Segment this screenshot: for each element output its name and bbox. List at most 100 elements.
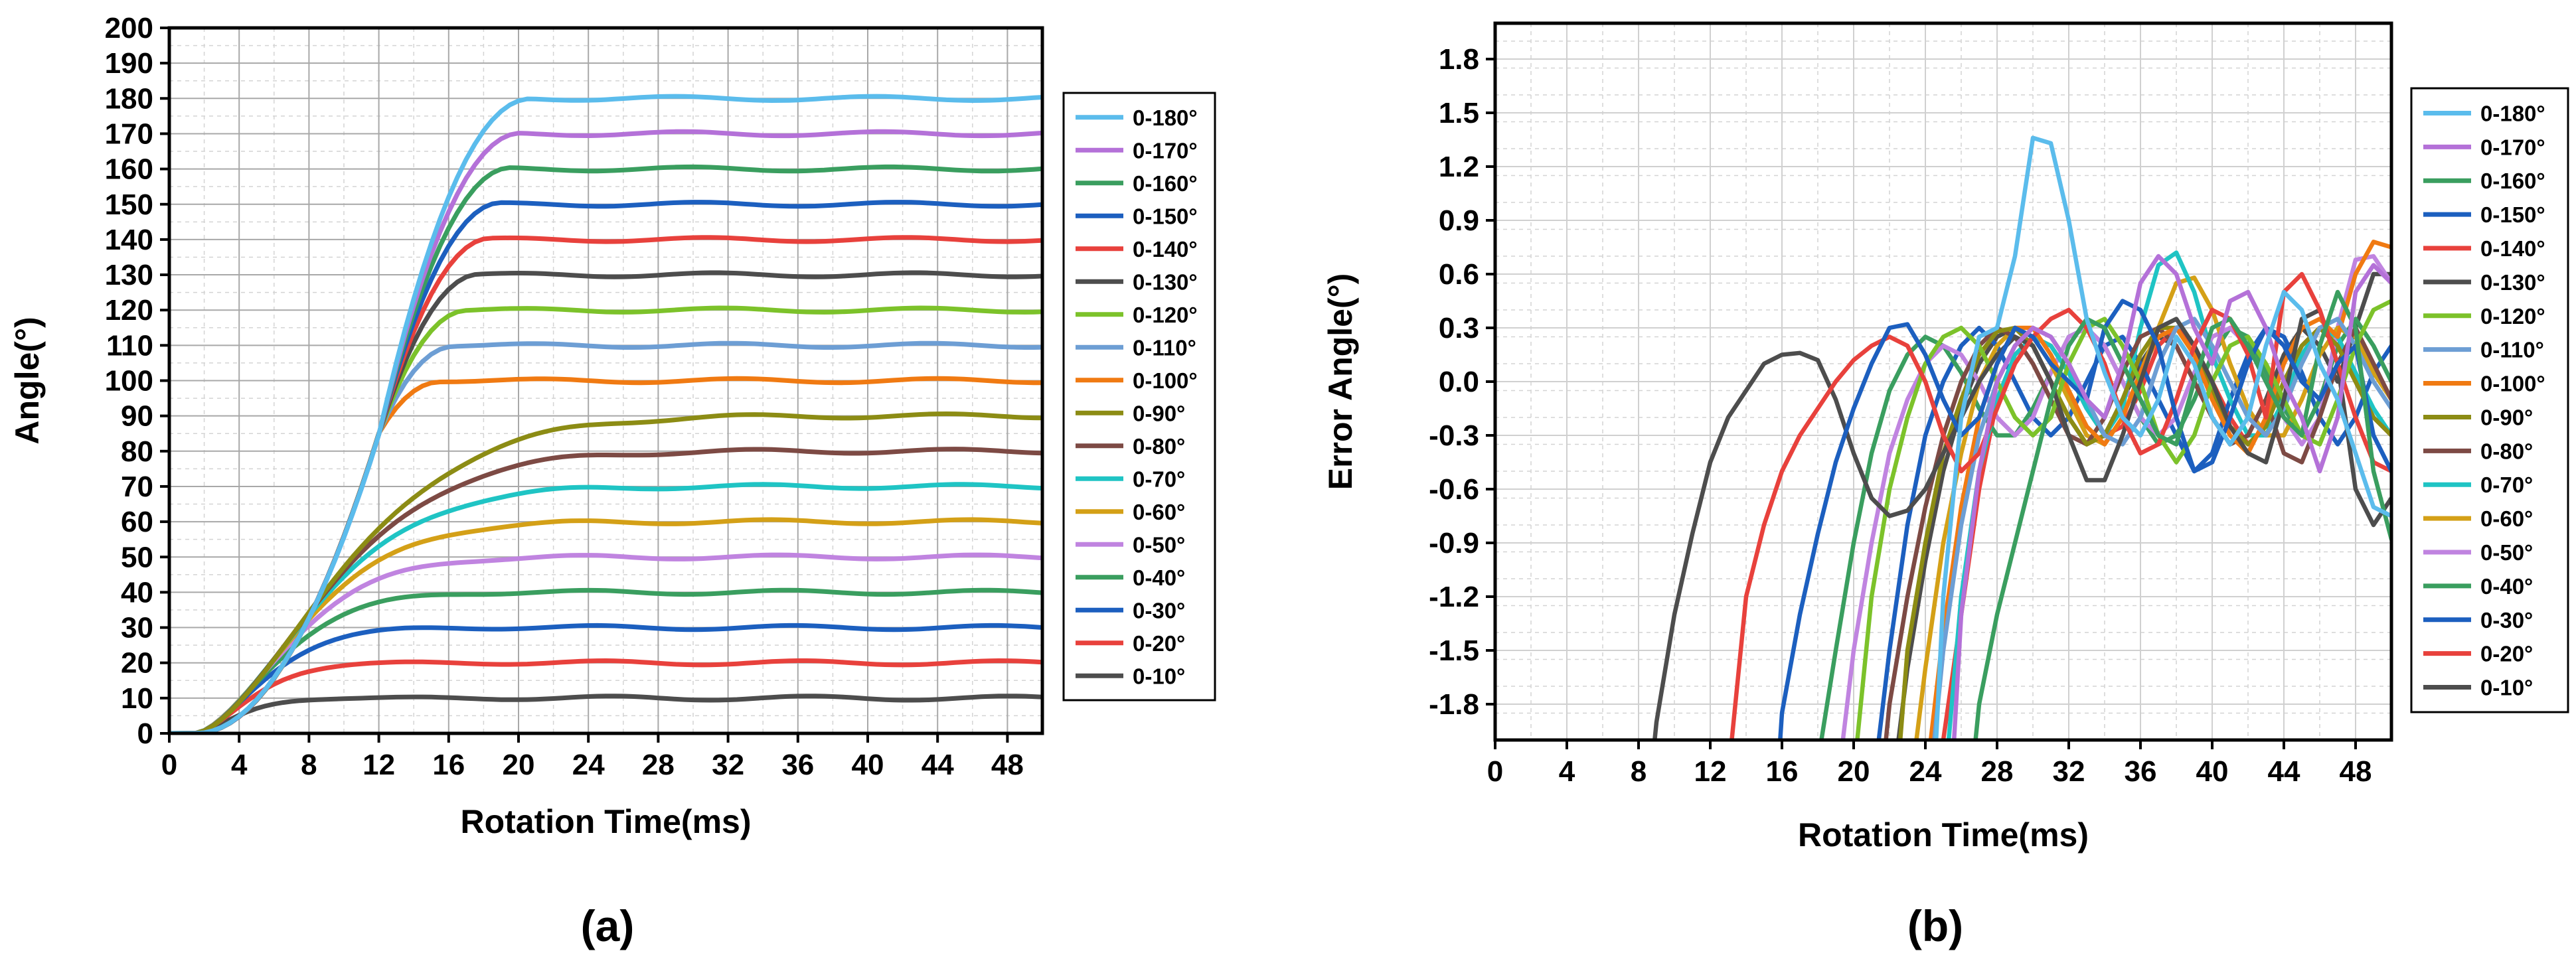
x-tick-label: 12 xyxy=(362,749,395,781)
y-tick-label: 1.2 xyxy=(1439,151,1479,183)
legend-label: 0-80° xyxy=(1133,434,1185,459)
y-tick-label: 1.5 xyxy=(1439,97,1479,129)
y-tick-label: 30 xyxy=(121,612,153,644)
series-line-0-20 xyxy=(169,658,1042,733)
legend-label: 0-20° xyxy=(1133,631,1185,656)
y-tick-label: -0.6 xyxy=(1429,473,1479,506)
y-tick-label: 190 xyxy=(105,47,153,80)
y-tick-label: -0.3 xyxy=(1429,419,1479,452)
y-tick-label: -1.2 xyxy=(1429,581,1479,613)
y-tick-label: 0 xyxy=(137,717,153,750)
legend-box xyxy=(1062,92,1216,702)
legend-label: 0-160° xyxy=(2480,169,2545,193)
legend-label: 0-60° xyxy=(1133,500,1185,524)
legend-label: 0-10° xyxy=(2480,676,2533,700)
legend-box xyxy=(2410,87,2569,713)
legend-label: 0-180° xyxy=(1133,106,1198,130)
y-tick-label: 100 xyxy=(105,365,153,398)
x-tick-label: 8 xyxy=(1631,755,1647,788)
series-lines xyxy=(1652,135,2391,740)
x-tick-label: 28 xyxy=(1981,755,2014,788)
legend-label: 0-40° xyxy=(2480,574,2533,599)
legend-label: 0-150° xyxy=(2480,202,2545,227)
series-line-0-150 xyxy=(1778,299,2391,740)
y-tick-label: 50 xyxy=(121,541,153,573)
legend-label: 0-130° xyxy=(2480,270,2545,295)
x-tick-label: 12 xyxy=(1694,755,1727,788)
series-line-0-140 xyxy=(1730,271,2391,740)
y-tick-label: 180 xyxy=(105,82,153,115)
legend-label: 0-30° xyxy=(1133,598,1185,623)
y-tick-label: 120 xyxy=(105,294,153,327)
y-tick-label: 60 xyxy=(121,506,153,538)
x-tick-label: 40 xyxy=(2196,755,2229,788)
legend-label: 0-10° xyxy=(1133,664,1185,688)
x-tick-label: 28 xyxy=(642,749,675,781)
legend-label: 0-50° xyxy=(2480,540,2533,565)
x-tick-label: 0 xyxy=(161,749,177,781)
x-tick-label: 20 xyxy=(1838,755,1870,788)
x-tick-label: 36 xyxy=(781,749,814,781)
y-tick-label: 130 xyxy=(105,259,153,291)
y-tick-label: 40 xyxy=(121,576,153,609)
y-tick-label: -1.8 xyxy=(1429,688,1479,721)
legend-label: 0-60° xyxy=(2480,506,2533,531)
x-tick-label: 44 xyxy=(2268,755,2300,788)
series-line-0-170 xyxy=(1951,254,2391,740)
y-tick-label: 0.0 xyxy=(1439,366,1479,398)
legend-label: 0-70° xyxy=(2480,473,2533,497)
series-line-0-50 xyxy=(169,552,1042,733)
x-tick-label: 24 xyxy=(572,749,605,781)
series-lines xyxy=(169,94,1042,733)
x-axis-title: Rotation Time(ms) xyxy=(461,803,752,840)
y-axis-title: Error Angle(°) xyxy=(1322,273,1359,490)
x-tick-label: 8 xyxy=(301,749,317,781)
legend-label: 0-40° xyxy=(1133,565,1185,590)
legend-label: 0-110° xyxy=(2480,338,2544,362)
legend-label: 0-110° xyxy=(1133,335,1196,360)
y-tick-label: 90 xyxy=(121,400,153,433)
legend-label: 0-90° xyxy=(2480,405,2533,429)
y-tick-label: 200 xyxy=(105,12,153,44)
legend-label: 0-90° xyxy=(1133,401,1185,425)
x-tick-label: 48 xyxy=(991,749,1024,781)
legend-label: 0-130° xyxy=(1133,269,1198,294)
x-tick-label: 48 xyxy=(2340,755,2372,788)
series-line-0-180 xyxy=(1933,135,2391,740)
legend-label: 0-170° xyxy=(1133,138,1198,163)
series-line-0-180 xyxy=(169,94,1042,733)
panel-label: (b) xyxy=(1907,901,1963,950)
panel-label: (a) xyxy=(581,901,635,950)
y-tick-label: 150 xyxy=(105,188,153,221)
y-tick-label: 20 xyxy=(121,647,153,680)
x-tick-label: 16 xyxy=(1766,755,1799,788)
series-line-0-80 xyxy=(1884,325,2391,740)
y-tick-label: 80 xyxy=(121,435,153,468)
y-axis-title: Angle(°) xyxy=(9,317,46,444)
panel-a-chart: 0 4 8 12 16 20 24 28 32 36 40 44 4801020304050607080… xyxy=(9,12,1216,950)
legend-label: 0-120° xyxy=(2480,304,2545,329)
x-tick-label: 44 xyxy=(922,749,954,781)
legend-label: 0-100° xyxy=(2480,372,2545,396)
y-tick-label: -0.9 xyxy=(1429,527,1479,559)
x-tick-label: 0 xyxy=(1487,755,1503,788)
y-tick-label: 0.9 xyxy=(1439,204,1479,237)
x-tick-label: 16 xyxy=(432,749,465,781)
legend-label: 0-30° xyxy=(2480,608,2533,632)
y-tick-label: 0.6 xyxy=(1439,258,1479,291)
series-line-0-160 xyxy=(1973,289,2391,740)
legend-label: 0-180° xyxy=(2480,101,2545,125)
x-tick-label: 40 xyxy=(852,749,884,781)
legend-label: 0-170° xyxy=(2480,135,2545,159)
panel-b-chart: 0 4 8 12 16 20 24 28 32 36 40 44 48-1.8-1.5-1.2-0.9-… xyxy=(1322,21,2569,950)
legend-label: 0-140° xyxy=(1133,237,1198,261)
y-tick-label: 160 xyxy=(105,153,153,186)
x-tick-label: 36 xyxy=(2125,755,2157,788)
legend-label: 0-150° xyxy=(1133,204,1198,228)
x-tick-label: 20 xyxy=(503,749,535,781)
x-tick-label: 24 xyxy=(1909,755,1942,788)
series-line-0-130 xyxy=(1652,307,2391,740)
x-tick-label: 4 xyxy=(231,749,248,781)
legend-label: 0-140° xyxy=(2480,236,2545,261)
